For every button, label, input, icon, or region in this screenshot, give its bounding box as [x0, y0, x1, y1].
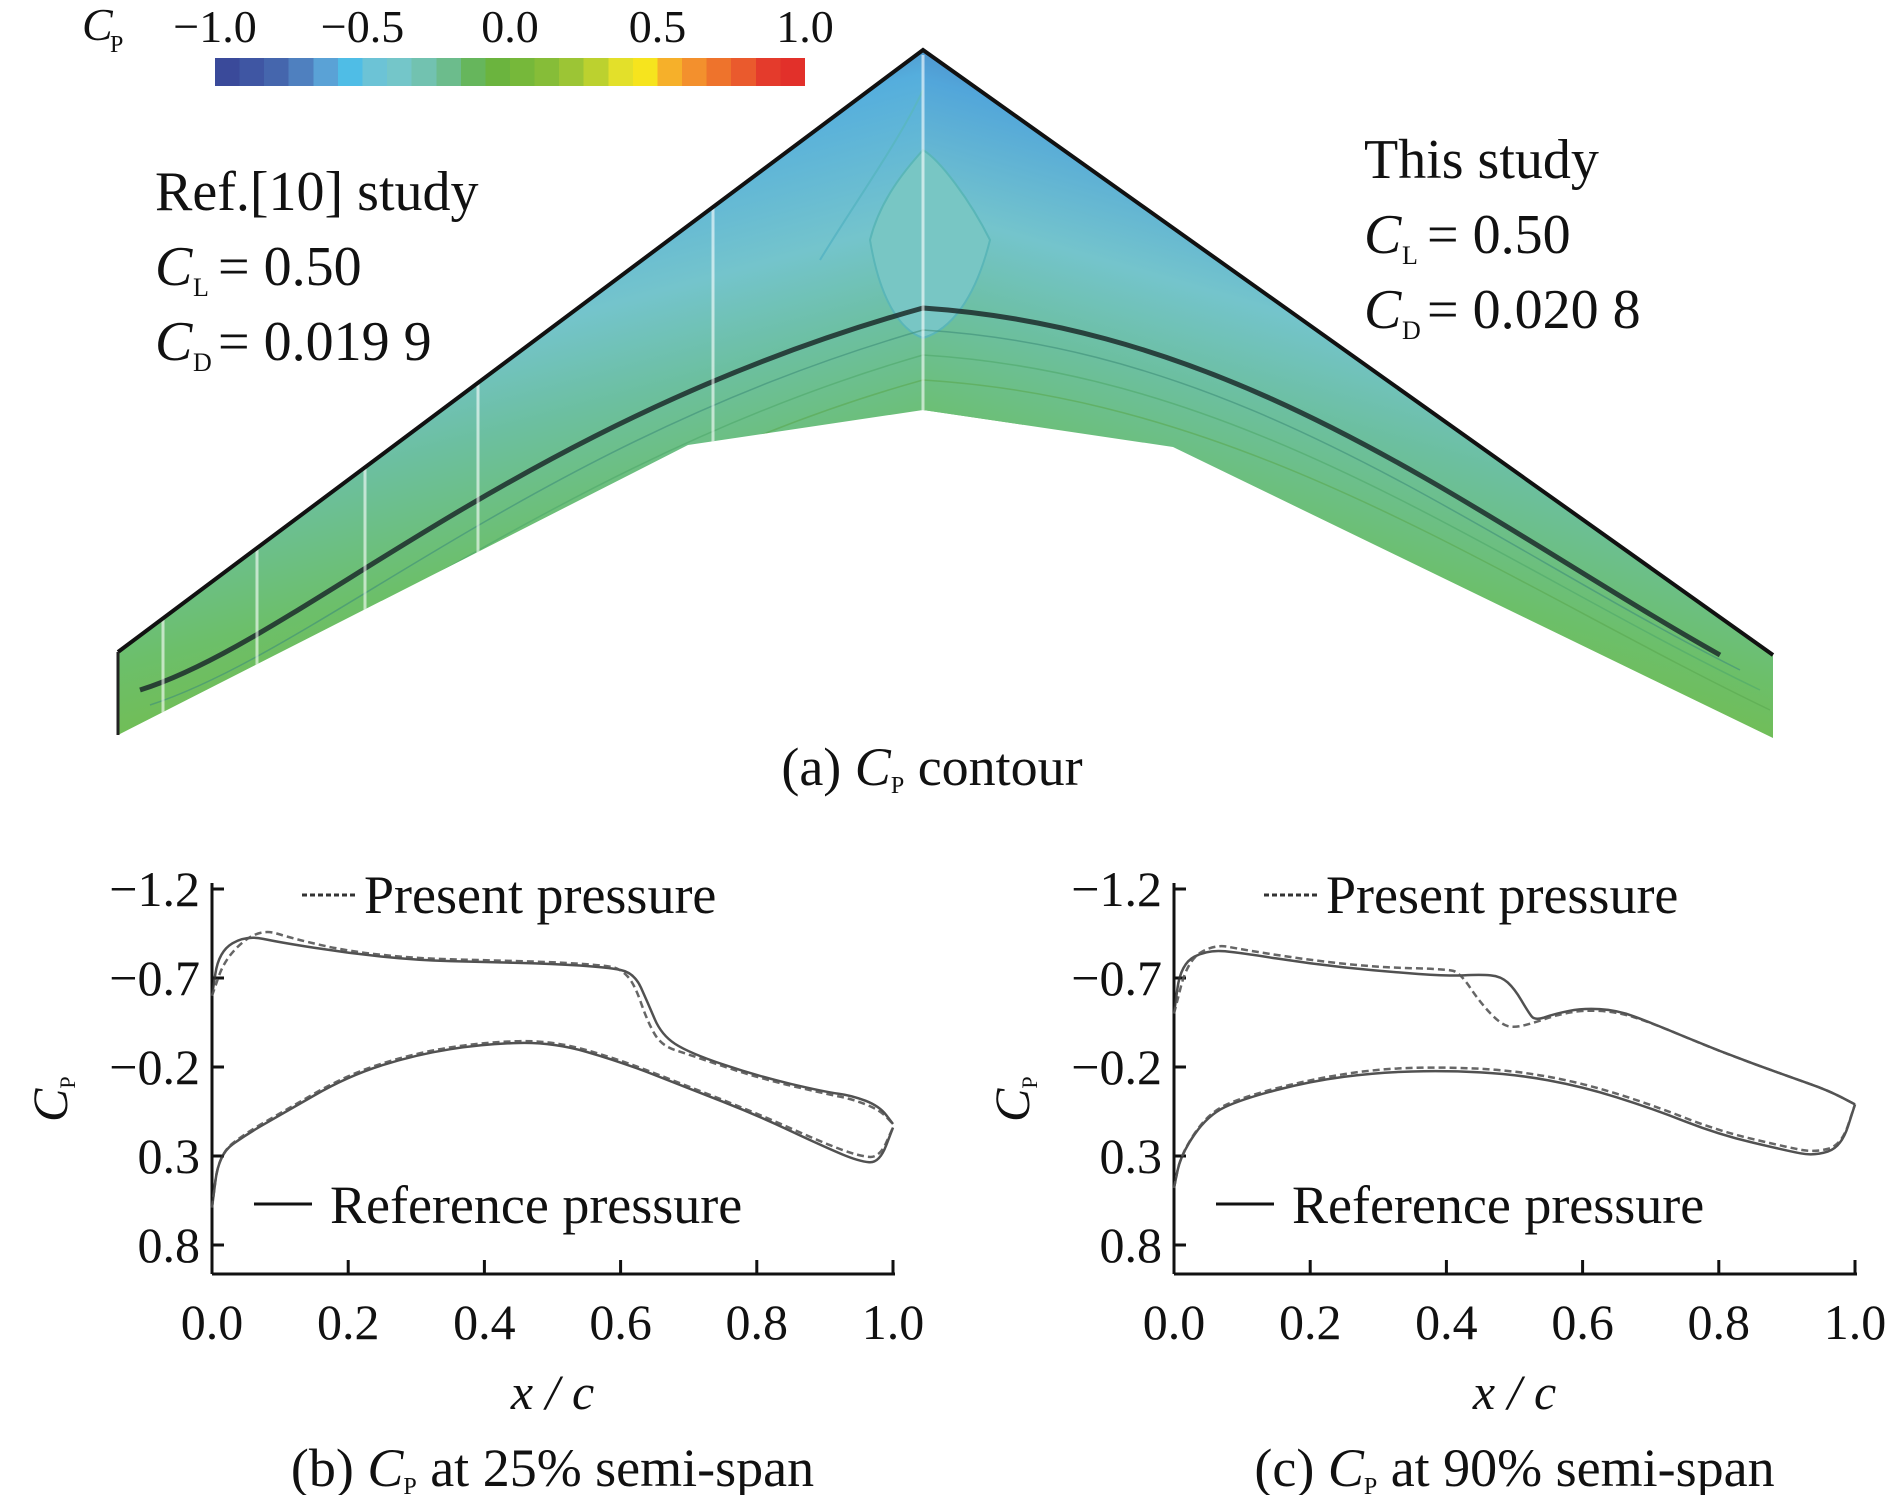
this-cl-sub: L [1402, 241, 1418, 270]
this-study-annotation: This study C L = 0.50 C D = 0.020 8 [1364, 129, 1641, 345]
ref-cd-value: = 0.019 9 [218, 311, 432, 373]
colorbar-tick-label: 0.5 [629, 1, 687, 52]
y-tick-label: 0.3 [1100, 1128, 1163, 1184]
legend-label-present: Present pressure [364, 865, 716, 925]
series-present-pressure [1172, 1066, 1857, 1189]
x-tick-label: 1.0 [1824, 1294, 1887, 1350]
x-axis-label: x / c [510, 1364, 594, 1420]
legend-label-reference: Reference pressure [1292, 1175, 1704, 1235]
colorbar-tick-label: 0.0 [481, 1, 539, 52]
caption-symbol: C [367, 1438, 404, 1495]
y-tick-label: −0.7 [109, 950, 200, 1006]
y-axis-label-symbol: C [984, 1088, 1040, 1122]
y-tick-label: −0.7 [1071, 950, 1162, 1006]
y-axis-label: CP [22, 1076, 80, 1122]
y-tick-label: 0.8 [138, 1217, 201, 1273]
y-axis-label-sub: P [1017, 1076, 1042, 1088]
x-tick-label: 0.6 [589, 1294, 652, 1350]
contour-line [819, 89, 924, 261]
colorbar-bar [215, 58, 805, 86]
caption-suffix: contour [904, 737, 1082, 797]
x-tick-label: 0.2 [317, 1294, 380, 1350]
y-tick-label: 0.3 [138, 1128, 201, 1184]
ref-cl-symbol: C [155, 236, 193, 298]
ref-cd-symbol: C [155, 311, 193, 373]
this-study-title: This study [1364, 129, 1599, 191]
caption-symbol: C [1328, 1438, 1365, 1495]
x-tick-label: 0.8 [1688, 1294, 1751, 1350]
plateau-contour [868, 148, 992, 340]
series-present-pressure [1172, 944, 1856, 1106]
panel-a-caption: (a) CP contour [781, 737, 1082, 799]
this-cl-symbol: C [1364, 204, 1402, 266]
series-reference-pressure [210, 936, 894, 1125]
series-present-pressure [210, 1039, 895, 1208]
ref-study-title: Ref.[10] study [155, 161, 479, 223]
x-tick-label: 0.4 [453, 1294, 516, 1350]
caption-symbol: C [855, 737, 892, 797]
x-tick-label: 0.2 [1279, 1294, 1342, 1350]
caption-sub: P [403, 1474, 416, 1495]
this-cd-value: = 0.020 8 [1427, 279, 1641, 341]
x-tick-label: 0.6 [1551, 1294, 1614, 1350]
ref-cd-sub: D [193, 348, 212, 377]
y-axis-label-sub: P [55, 1076, 80, 1088]
y-axis-label: CP [984, 1076, 1042, 1122]
caption-prefix: (b) [291, 1438, 367, 1495]
y-axis-label-symbol: C [22, 1088, 78, 1122]
wing-right-fill [923, 50, 1773, 738]
caption-suffix: at 90% semi-span [1377, 1438, 1774, 1495]
wing-left-fill [118, 50, 1023, 738]
x-tick-label: 1.0 [862, 1294, 925, 1350]
ref-study-annotation: Ref.[10] study C L = 0.50 C D = 0.019 9 [155, 161, 479, 377]
colorbar-label-sub: P [110, 32, 123, 58]
y-tick-label: −1.2 [1071, 861, 1162, 917]
x-axis-label: x / c [1472, 1364, 1556, 1420]
caption-sub: P [1364, 1474, 1377, 1495]
caption-prefix: (c) [1254, 1438, 1327, 1495]
this-cd-symbol: C [1364, 279, 1402, 341]
panel-c-chart: −1.2 −0.7 −0.2 0.3 0.8 0.0 0.2 0.4 0.6 0.8 1.0 x / … [984, 861, 1886, 1495]
panel-b-chart: −1.2 −0.7 −0.2 0.3 0.8 0.0 0.2 0.4 0.6 0.8 1.0 x / … [22, 861, 924, 1495]
series-present-pressure [210, 930, 894, 1125]
x-tick-label: 0.0 [1143, 1294, 1206, 1350]
caption-suffix: at 25% semi-span [417, 1438, 814, 1495]
x-tick-label: 0.4 [1415, 1294, 1478, 1350]
y-tick-label: −0.2 [1071, 1039, 1162, 1095]
this-cd-sub: D [1402, 316, 1421, 345]
colorbar-tick-label: 1.0 [776, 1, 834, 52]
series-reference-pressure [210, 1041, 895, 1208]
ref-cl-sub: L [193, 273, 209, 302]
colorbar-tick-label: −1.0 [173, 1, 256, 52]
y-tick-label: −0.2 [109, 1039, 200, 1095]
legend-label-reference: Reference pressure [330, 1175, 742, 1235]
ref-cl-value: = 0.50 [218, 236, 362, 298]
y-tick-label: −1.2 [109, 861, 200, 917]
legend-label-present: Present pressure [1326, 865, 1678, 925]
colorbar: C P −1.0 −0.5 0.0 0.5 1.0 [82, 0, 834, 86]
colorbar-tick-label: −0.5 [321, 1, 404, 52]
y-tick-label: 0.8 [1100, 1217, 1163, 1273]
caption-sub: P [891, 773, 904, 799]
panel-caption: (b) CP at 25% semi-span [291, 1438, 814, 1495]
caption-prefix: (a) [781, 737, 854, 797]
panel-caption: (c) CP at 90% semi-span [1254, 1438, 1774, 1495]
this-cl-value: = 0.50 [1427, 204, 1571, 266]
colorbar-label-symbol: C [82, 0, 114, 50]
x-tick-label: 0.8 [726, 1294, 789, 1350]
x-tick-label: 0.0 [181, 1294, 244, 1350]
wing-leading-edge [116, 47, 1775, 657]
colorbar-ticks: −1.0 −0.5 0.0 0.5 1.0 [173, 1, 833, 52]
